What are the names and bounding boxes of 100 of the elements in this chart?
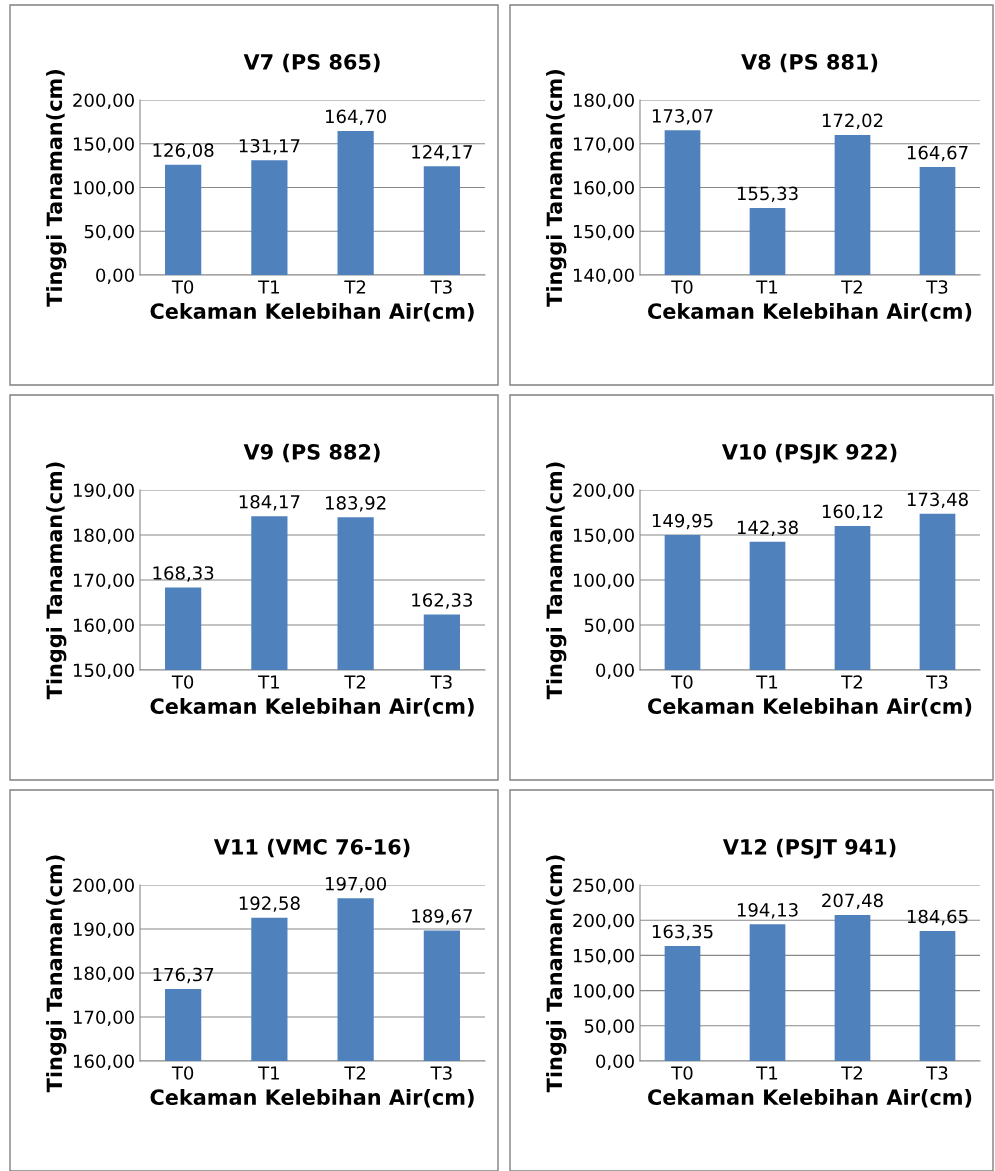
x-tick-label: T2 (841, 280, 862, 294)
x-axis-title: Cekaman Kelebihan Air(cm) (648, 302, 972, 322)
x-tick-label: T1 (756, 1066, 778, 1080)
data-label: 160,12 (822, 504, 883, 521)
y-tick-label: 150,00 (73, 137, 134, 153)
x-axis-title: Cekaman Kelebihan Air(cm) (150, 1088, 474, 1108)
data-label: 194,13 (737, 903, 798, 919)
data-label: 162,33 (412, 593, 473, 609)
chart-title: V8 (PS 881) (741, 53, 878, 73)
x-tick-label: T1 (756, 675, 778, 689)
y-tick-label: 160,00 (73, 618, 134, 634)
bar (834, 525, 871, 670)
bar (165, 164, 202, 275)
chart-title: V10 (PSJK 922) (721, 443, 897, 464)
y-axis-title: Tinggi Tanaman(cm) (546, 855, 567, 1093)
data-label: 173,48 (907, 492, 968, 509)
data-label: 131,17 (239, 138, 300, 155)
x-axis-title: Cekaman Kelebihan Air(cm) (648, 1088, 972, 1108)
y-tick-label: 160,00 (73, 1054, 134, 1070)
bar (919, 513, 956, 670)
x-tick-label: T1 (258, 280, 279, 294)
y-tick-label: 50,00 (584, 618, 634, 634)
data-label: 163,35 (652, 924, 713, 941)
data-label: 176,37 (153, 967, 214, 984)
y-tick-label: 0,00 (596, 663, 634, 679)
bar (664, 535, 701, 670)
bar (749, 541, 786, 670)
y-tick-label: 0,00 (596, 1054, 634, 1070)
x-tick-label: T3 (926, 280, 948, 294)
y-tick-label: 170,00 (573, 137, 634, 153)
y-axis-title: Tinggi Tanaman(cm) (46, 462, 67, 700)
y-tick-label: 140,00 (573, 268, 634, 284)
data-label: 173,07 (652, 109, 713, 125)
x-tick-label: T0 (171, 1066, 194, 1080)
x-tick-label: T0 (671, 1066, 693, 1080)
x-tick-label: T0 (671, 675, 693, 689)
y-tick-label: 150,00 (573, 528, 634, 544)
data-label: 184,65 (907, 909, 968, 926)
y-tick-label: 150,00 (573, 948, 634, 965)
x-tick-label: T2 (344, 280, 366, 294)
data-label: 149,95 (652, 513, 713, 530)
y-tick-label: 180,00 (73, 966, 134, 982)
y-tick-label: 190,00 (73, 922, 134, 938)
x-tick-label: T2 (841, 675, 862, 689)
y-axis-title: Tinggi Tanaman(cm) (546, 70, 567, 307)
x-tick-label: T3 (430, 675, 452, 689)
bar (423, 166, 460, 275)
data-label: 189,67 (412, 909, 472, 925)
x-tick-label: T2 (344, 675, 366, 689)
y-tick-label: 50,00 (584, 1019, 634, 1035)
y-tick-label: 160,00 (573, 180, 634, 197)
x-tick-label: T3 (926, 1066, 948, 1080)
data-label: 197,00 (326, 876, 387, 893)
y-tick-label: 150,00 (573, 224, 634, 241)
x-tick-label: T3 (430, 1066, 452, 1080)
y-tick-label: 170,00 (73, 573, 134, 589)
chart-title: V9 (PS 882) (243, 443, 380, 463)
y-tick-label: 180,00 (73, 528, 134, 544)
y-tick-label: 100,00 (573, 573, 634, 589)
x-axis-title: Cekaman Kelebihan Air(cm) (150, 302, 474, 322)
x-tick-label: T3 (926, 675, 948, 689)
y-tick-label: 170,00 (73, 1010, 134, 1026)
y-tick-label: 150,00 (73, 663, 134, 679)
y-axis-title: Tinggi Tanaman(cm) (46, 70, 67, 307)
data-label: 207,48 (822, 893, 883, 910)
data-label: 126,08 (153, 143, 214, 159)
y-tick-label: 0,00 (96, 268, 134, 284)
y-tick-label: 200,00 (573, 913, 634, 930)
x-tick-label: T0 (171, 675, 194, 689)
data-label: 184,17 (239, 494, 300, 511)
bar (337, 130, 374, 275)
y-tick-label: 200,00 (73, 93, 134, 109)
y-tick-label: 100,00 (73, 180, 134, 197)
bar (251, 160, 288, 275)
x-tick-label: T0 (171, 280, 194, 294)
chart-title: V7 (PS 865) (243, 53, 380, 73)
x-tick-label: T1 (258, 675, 279, 689)
y-tick-label: 200,00 (73, 878, 134, 894)
x-tick-label: T0 (671, 280, 693, 294)
data-label: 124,17 (412, 145, 472, 161)
data-label: 172,02 (822, 113, 883, 130)
x-axis-title: Cekaman Kelebihan Air(cm) (150, 697, 474, 717)
data-label: 183,92 (326, 496, 386, 512)
chart-title: V11 (VMC 76-16) (213, 838, 410, 858)
data-label: 164,67 (907, 145, 968, 162)
x-tick-label: T1 (258, 1066, 279, 1080)
y-axis-title: Tinggi Tanaman(cm) (546, 462, 567, 700)
data-label: 155,33 (737, 186, 798, 203)
x-tick-label: T1 (756, 280, 778, 294)
data-label: 192,58 (239, 896, 300, 912)
y-tick-label: 100,00 (573, 984, 634, 1000)
y-tick-label: 190,00 (73, 483, 134, 499)
y-tick-label: 250,00 (573, 878, 634, 894)
y-tick-label: 50,00 (84, 224, 134, 241)
chart-title: V12 (PSJT 941) (722, 838, 896, 859)
y-axis-title: Tinggi Tanaman(cm) (46, 855, 67, 1093)
y-tick-label: 200,00 (573, 483, 634, 499)
data-label: 164,70 (326, 109, 387, 126)
x-tick-label: T2 (344, 1066, 366, 1080)
x-tick-label: T2 (841, 1066, 862, 1080)
